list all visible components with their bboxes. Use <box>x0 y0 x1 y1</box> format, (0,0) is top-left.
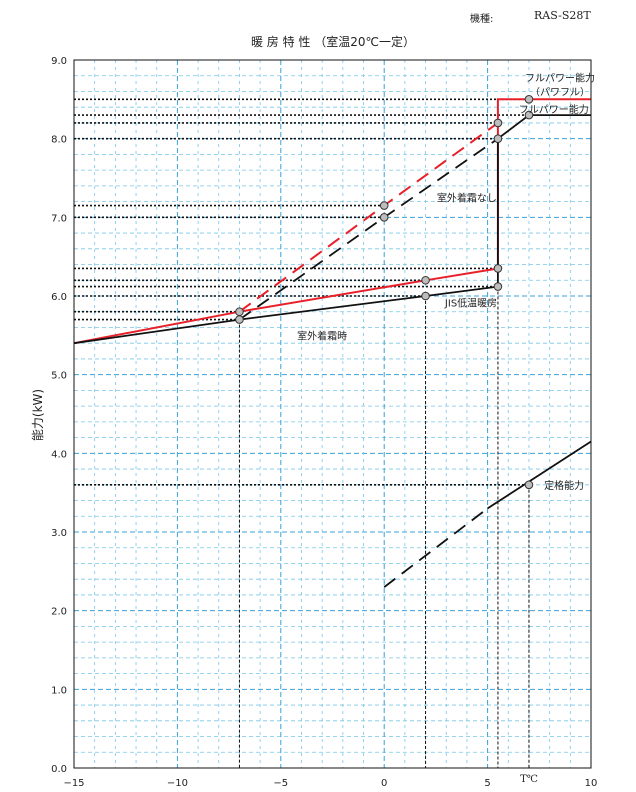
y-tick-label: 7.0 <box>51 213 67 224</box>
x-tick-label: −10 <box>167 778 188 789</box>
data-point <box>379 201 389 210</box>
y-tick-label: 4.0 <box>51 449 67 460</box>
annotation-label: 定格能力 <box>544 479 584 492</box>
annotation-label: 室外着霜なし <box>437 192 497 205</box>
y-tick-label: 6.0 <box>51 292 67 303</box>
data-point <box>379 213 389 222</box>
data-point <box>524 95 534 104</box>
data-point <box>493 134 503 143</box>
annotation-label: （パワフル） <box>530 86 590 98</box>
y-tick-label: 3.0 <box>51 528 67 539</box>
x-tick-label: 0 <box>381 778 387 789</box>
data-point <box>524 480 534 490</box>
black-series-solid <box>487 440 592 510</box>
x-tick-label: 10 <box>585 778 598 789</box>
y-tick-label: 0.0 <box>51 764 67 775</box>
data-point <box>235 315 244 324</box>
y-tick-label: 8.0 <box>51 135 67 146</box>
plot-frame <box>73 59 592 769</box>
annotation-label: フルパワー能力 <box>519 103 589 116</box>
data-point <box>493 118 503 128</box>
annotation-label: フルパワー能力 <box>525 71 595 84</box>
chart-title: 暖 房 特 性 （室温20℃一定） <box>251 34 415 49</box>
red-series-solid <box>73 98 591 345</box>
data-point <box>493 264 503 273</box>
black-series-solid <box>73 114 591 345</box>
grid <box>73 59 592 769</box>
x-tick-label: 5 <box>484 778 490 789</box>
y-tick-label: 9.0 <box>51 56 67 67</box>
model-label: 機種: <box>470 14 494 25</box>
data-point <box>493 282 503 291</box>
y-tick-label: 1.0 <box>51 685 67 696</box>
data-points <box>235 95 534 490</box>
y-tick-label: 5.0 <box>51 371 67 382</box>
axes: 0.0 1.0 2.0 3.0 4.0 5.0 6.0 7.0 8.0 9.0 −15 −10 −5 0 5… <box>51 56 597 789</box>
data-point <box>235 307 244 317</box>
data-point <box>421 291 430 301</box>
model-value: RAS-S28T <box>534 9 591 22</box>
y-tick-label: 2.0 <box>51 607 67 618</box>
x-unit-label: T℃ <box>520 774 538 785</box>
annotation-label: JIS低温暖房 <box>444 296 497 309</box>
data-point <box>524 110 534 120</box>
labels: 暖 房 特 性 （室温20℃一定） 能力(kW) T℃ フルパワー能力 （パワフル… <box>31 34 595 785</box>
x-tick-label: −15 <box>63 778 84 789</box>
data-point <box>421 275 430 285</box>
reference-lines <box>74 98 530 768</box>
y-axis-label: 能力(kW) <box>31 389 45 441</box>
annotation-label: 室外着霜時 <box>297 329 347 342</box>
x-tick-label: −5 <box>273 778 288 789</box>
